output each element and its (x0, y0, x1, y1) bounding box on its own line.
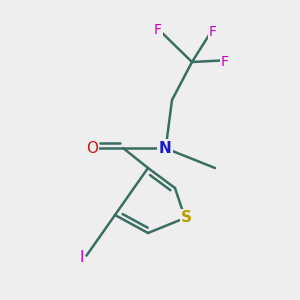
Text: O: O (86, 140, 98, 155)
Text: I: I (80, 250, 84, 266)
Text: F: F (221, 55, 229, 69)
Text: F: F (154, 23, 162, 37)
Text: S: S (181, 211, 192, 226)
Text: F: F (209, 25, 217, 39)
Text: N: N (159, 140, 171, 155)
